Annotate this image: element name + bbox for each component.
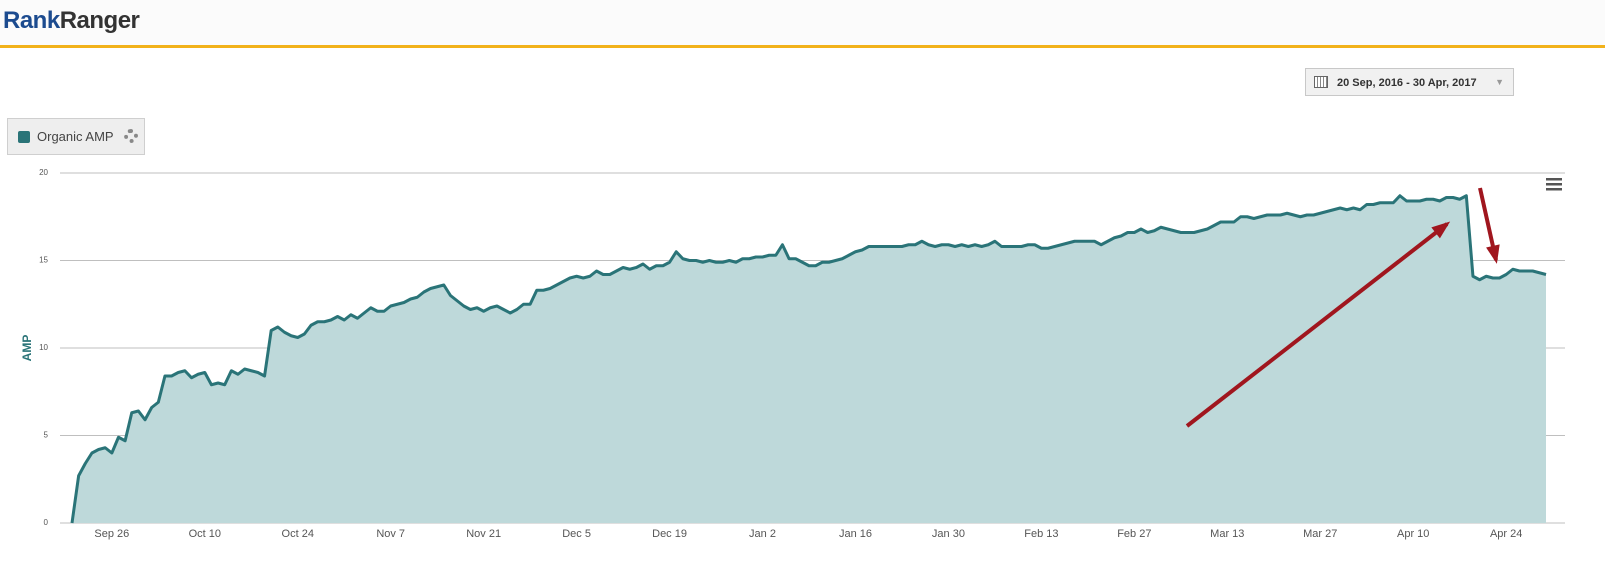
x-tick-label: Nov 7 [376,528,405,540]
dropdown-arrow: ▼ [1495,77,1504,87]
date-range-text: 20 Sep, 2016 - 30 Apr, 2017 [1337,77,1477,89]
x-tick-label: Jan 16 [839,528,872,540]
date-range-picker[interactable]: 20 Sep, 2016 - 30 Apr, 2017 ▼ [1305,68,1514,96]
y-axis-title: AMP [20,335,34,362]
annotation-arrow [1185,222,1449,428]
x-tick-label: Mar 13 [1210,528,1244,540]
settings-icon[interactable] [124,129,138,143]
logo-second: Ranger [59,7,140,34]
x-tick-label: Dec 19 [652,528,687,540]
menu-icon[interactable] [1546,178,1562,191]
y-tick-label: 15 [39,256,48,265]
x-tick-label: Apr 24 [1490,528,1522,540]
menu-bar [1546,178,1562,181]
x-tick-label: Oct 24 [282,528,314,540]
annotation-arrowhead [1486,244,1500,264]
y-tick-label: 5 [44,431,49,440]
annotation-arrowhead [1431,221,1451,239]
logo[interactable]: RankRanger [3,7,140,35]
logo-first: Rank [3,7,60,34]
legend-swatch [18,131,30,143]
menu-bar [1546,183,1562,186]
calendar-icon [1314,76,1328,88]
x-tick-label: Feb 13 [1024,528,1058,540]
series-line [70,194,1547,524]
x-tick-label: Sep 26 [94,528,129,540]
top-bar: RankRanger [0,0,1605,48]
x-tick-label: Mar 27 [1303,528,1337,540]
x-tick-label: Dec 5 [562,528,591,540]
x-tick-label: Jan 30 [932,528,965,540]
x-tick-label: Feb 27 [1117,528,1151,540]
legend-item[interactable]: Organic AMP [7,118,145,155]
legend-label: Organic AMP [37,129,114,144]
x-tick-label: Apr 10 [1397,528,1429,540]
area-fill [72,195,1546,523]
x-tick-label: Nov 21 [466,528,501,540]
y-tick-label: 0 [44,518,49,527]
y-tick-label: 20 [39,168,48,177]
x-tick-label: Oct 10 [189,528,221,540]
menu-bar [1546,188,1562,191]
x-tick-label: Jan 2 [749,528,776,540]
y-tick-label: 10 [39,343,48,352]
annotation-arrow [1478,187,1498,261]
